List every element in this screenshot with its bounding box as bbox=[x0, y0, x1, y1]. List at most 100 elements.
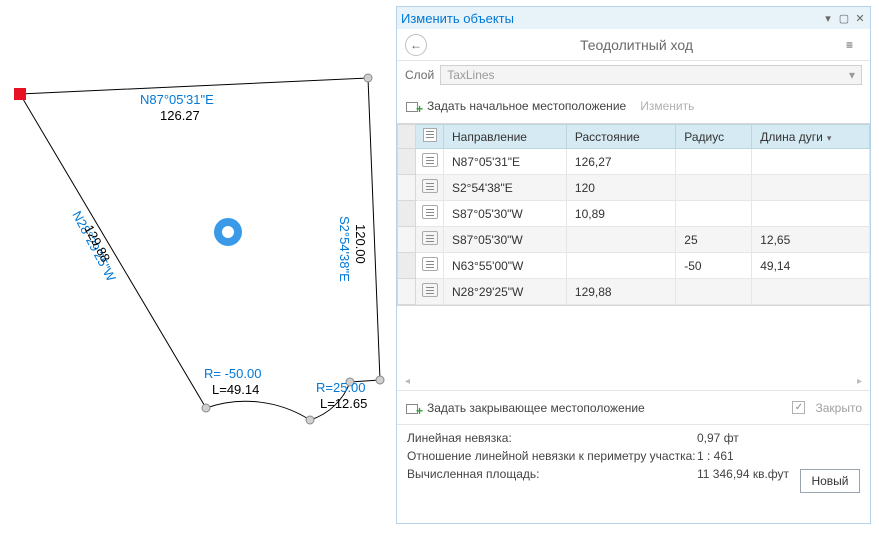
col-arc-length[interactable]: Длина дуги▾ bbox=[752, 125, 870, 149]
cell-distance[interactable]: 120 bbox=[566, 175, 675, 201]
cell-arc[interactable]: 49,14 bbox=[752, 253, 870, 279]
cell-distance[interactable]: 126,27 bbox=[566, 149, 675, 175]
row-handle[interactable] bbox=[398, 175, 416, 201]
cell-direction[interactable]: N28°29'25"W bbox=[444, 279, 567, 305]
start-vertex bbox=[14, 88, 26, 100]
cell-distance[interactable]: 129,88 bbox=[566, 279, 675, 305]
closed-label: Закрыто bbox=[815, 401, 862, 415]
row-type-icon bbox=[422, 205, 438, 219]
cell-arc[interactable] bbox=[752, 279, 870, 305]
cell-distance[interactable] bbox=[566, 227, 675, 253]
icon-col-header bbox=[416, 125, 444, 149]
add-location-icon bbox=[405, 98, 421, 114]
edit-label: Изменить bbox=[640, 99, 694, 113]
cell-radius[interactable] bbox=[676, 149, 752, 175]
layer-label: Слой bbox=[405, 68, 434, 82]
cell-direction[interactable]: S87°05'30"W bbox=[444, 227, 567, 253]
vertex bbox=[202, 404, 210, 412]
area-label: Вычисленная площадь: bbox=[407, 467, 697, 481]
seg-right-len: 120.00 bbox=[353, 224, 368, 264]
closed-checkbox[interactable]: ✓ bbox=[792, 401, 805, 414]
row-handle[interactable] bbox=[398, 227, 416, 253]
layer-row: Слой TaxLines ▾ bbox=[397, 61, 870, 89]
table-row[interactable]: S2°54'38"E120 bbox=[398, 175, 870, 201]
closing-row: Задать закрывающее местоположение ✓ Закр… bbox=[397, 390, 870, 424]
vertex bbox=[376, 376, 384, 384]
col-direction[interactable]: Направление bbox=[444, 125, 567, 149]
chevron-down-icon: ▾ bbox=[849, 68, 855, 82]
row-handle[interactable] bbox=[398, 201, 416, 227]
ratio-label: Отношение линейной невязки к периметру у… bbox=[407, 449, 697, 463]
scroll-left-icon[interactable]: ◂ bbox=[405, 376, 410, 387]
cell-distance[interactable] bbox=[566, 253, 675, 279]
cell-direction[interactable]: S2°54'38"E bbox=[444, 175, 567, 201]
cell-radius[interactable]: -50 bbox=[676, 253, 752, 279]
cell-arc[interactable]: 12,65 bbox=[752, 227, 870, 253]
seg-arc1-l: L=12.65 bbox=[320, 396, 367, 411]
area-value: 11 346,94 кв.фут bbox=[697, 467, 797, 481]
seg-arc2-l: L=49.14 bbox=[212, 382, 259, 397]
cell-radius[interactable] bbox=[676, 201, 752, 227]
page-header: ← Теодолитный ход ≡ bbox=[397, 29, 870, 61]
ratio-value: 1 : 461 bbox=[697, 449, 797, 463]
closing-label: Задать закрывающее местоположение bbox=[427, 401, 645, 415]
row-type-icon-cell bbox=[416, 175, 444, 201]
cell-arc[interactable] bbox=[752, 201, 870, 227]
cell-direction[interactable]: S87°05'30"W bbox=[444, 201, 567, 227]
table-row[interactable]: S87°05'30"W 2512,65 bbox=[398, 227, 870, 253]
maximize-icon[interactable]: ▢ bbox=[838, 12, 850, 24]
layer-dropdown[interactable]: TaxLines ▾ bbox=[440, 65, 862, 85]
center-ring-icon bbox=[218, 222, 238, 242]
row-handle[interactable] bbox=[398, 253, 416, 279]
row-type-icon-cell bbox=[416, 201, 444, 227]
row-type-icon-cell bbox=[416, 227, 444, 253]
table-row[interactable]: S87°05'30"W10,89 bbox=[398, 201, 870, 227]
row-type-icon bbox=[422, 257, 438, 271]
linear-misclosure-label: Линейная невязка: bbox=[407, 431, 697, 445]
set-start-location-button[interactable]: Задать начальное местоположение bbox=[405, 98, 626, 114]
col-distance[interactable]: Расстояние bbox=[566, 125, 675, 149]
seg-top-dir: N87°05'31"E bbox=[140, 92, 214, 107]
dropdown-icon[interactable]: ▾ bbox=[822, 12, 834, 24]
cell-radius[interactable]: 25 bbox=[676, 227, 752, 253]
cell-arc[interactable] bbox=[752, 175, 870, 201]
table-row[interactable]: N28°29'25"W129,88 bbox=[398, 279, 870, 305]
close-icon[interactable]: ✕ bbox=[854, 12, 866, 24]
cell-direction[interactable]: N87°05'31"E bbox=[444, 149, 567, 175]
edit-objects-panel: Изменить объекты ▾ ▢ ✕ ← Теодолитный ход… bbox=[396, 6, 871, 524]
menu-icon[interactable]: ≡ bbox=[846, 38, 862, 52]
cell-radius[interactable] bbox=[676, 175, 752, 201]
cell-direction[interactable]: N63°55'00"W bbox=[444, 253, 567, 279]
page-title: Теодолитный ход bbox=[427, 37, 846, 53]
row-handle[interactable] bbox=[398, 279, 416, 305]
edit-button: Изменить bbox=[640, 99, 694, 113]
seg-arc1-r: R=25.00 bbox=[316, 380, 366, 395]
table-row[interactable]: N87°05'31"E126,27 bbox=[398, 149, 870, 175]
scroll-right-icon[interactable]: ▸ bbox=[857, 376, 862, 387]
vertex bbox=[364, 74, 372, 82]
row-handle[interactable] bbox=[398, 149, 416, 175]
seg-top-len: 126.27 bbox=[160, 108, 200, 123]
sort-indicator-icon: ▾ bbox=[827, 133, 832, 143]
row-type-icon-cell bbox=[416, 253, 444, 279]
new-button[interactable]: Новый bbox=[800, 469, 860, 493]
cell-radius[interactable] bbox=[676, 279, 752, 305]
cell-arc[interactable] bbox=[752, 149, 870, 175]
linear-misclosure-value: 0,97 фт bbox=[697, 431, 797, 445]
seg-right-dir: S2°54'38"E bbox=[337, 216, 352, 282]
col-radius[interactable]: Радиус bbox=[676, 125, 752, 149]
action-row: Задать начальное местоположение Изменить bbox=[397, 89, 870, 123]
row-handle-header bbox=[398, 125, 416, 149]
panel-title-bar: Изменить объекты ▾ ▢ ✕ bbox=[397, 7, 870, 29]
grid-header-icon bbox=[423, 128, 437, 142]
row-type-icon bbox=[422, 153, 438, 167]
row-type-icon bbox=[422, 179, 438, 193]
set-closing-location-button[interactable]: Задать закрывающее местоположение bbox=[405, 400, 645, 416]
row-type-icon bbox=[422, 231, 438, 245]
cell-distance[interactable]: 10,89 bbox=[566, 201, 675, 227]
table-row[interactable]: N63°55'00"W -5049,14 bbox=[398, 253, 870, 279]
grid-scroll-area: ◂ ▸ bbox=[397, 306, 870, 390]
add-closing-icon bbox=[405, 400, 421, 416]
new-button-label: Новый bbox=[811, 474, 848, 488]
back-button[interactable]: ← bbox=[405, 34, 427, 56]
